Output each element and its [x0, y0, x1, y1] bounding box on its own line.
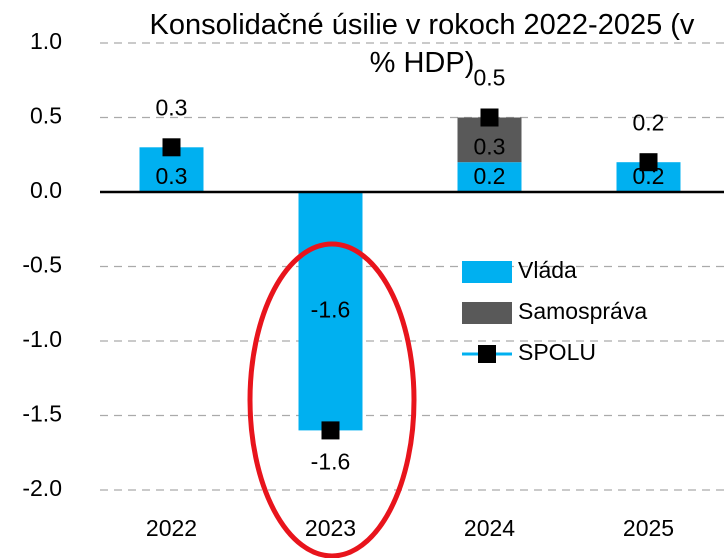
y-tick-label: 0.5 [30, 103, 62, 129]
marker [162, 138, 181, 157]
data-label: -1.6 [311, 448, 351, 474]
legend-swatch [462, 302, 512, 324]
marker [639, 153, 658, 172]
legend-swatch [462, 261, 512, 283]
data-label: -1.6 [311, 296, 351, 322]
legend-label: Vláda [518, 257, 577, 283]
legend-label: Samospráva [518, 298, 647, 324]
marker [321, 421, 340, 440]
y-tick-label: -1.0 [22, 326, 62, 352]
x-tick-label: 2025 [623, 515, 674, 541]
y-tick-label: -2.0 [22, 475, 62, 501]
chart-title: Konsolidačné úsilie v rokoch 2022-2025 (… [149, 9, 695, 79]
y-tick-label: -1.5 [22, 401, 62, 427]
bar-segment [298, 192, 363, 431]
data-label: 0.5 [474, 65, 506, 91]
data-label: 0.2 [633, 109, 665, 135]
legend-marker [478, 345, 496, 363]
data-label: 0.2 [474, 163, 506, 189]
data-label: 0.3 [474, 133, 506, 159]
y-tick-label: 1.0 [30, 28, 62, 54]
legend-label: SPOLU [518, 339, 596, 365]
marker [480, 108, 499, 127]
bar-segment [457, 162, 522, 192]
x-tick-label: 2022 [146, 515, 197, 541]
data-label: 0.3 [156, 163, 188, 189]
highlight-ellipse [247, 241, 417, 558]
x-tick-label: 2024 [464, 515, 515, 541]
y-tick-label: -0.5 [22, 252, 62, 278]
y-tick-label: 0.0 [30, 177, 62, 203]
data-label: 0.3 [156, 94, 188, 120]
x-tick-label: 2023 [305, 515, 356, 541]
